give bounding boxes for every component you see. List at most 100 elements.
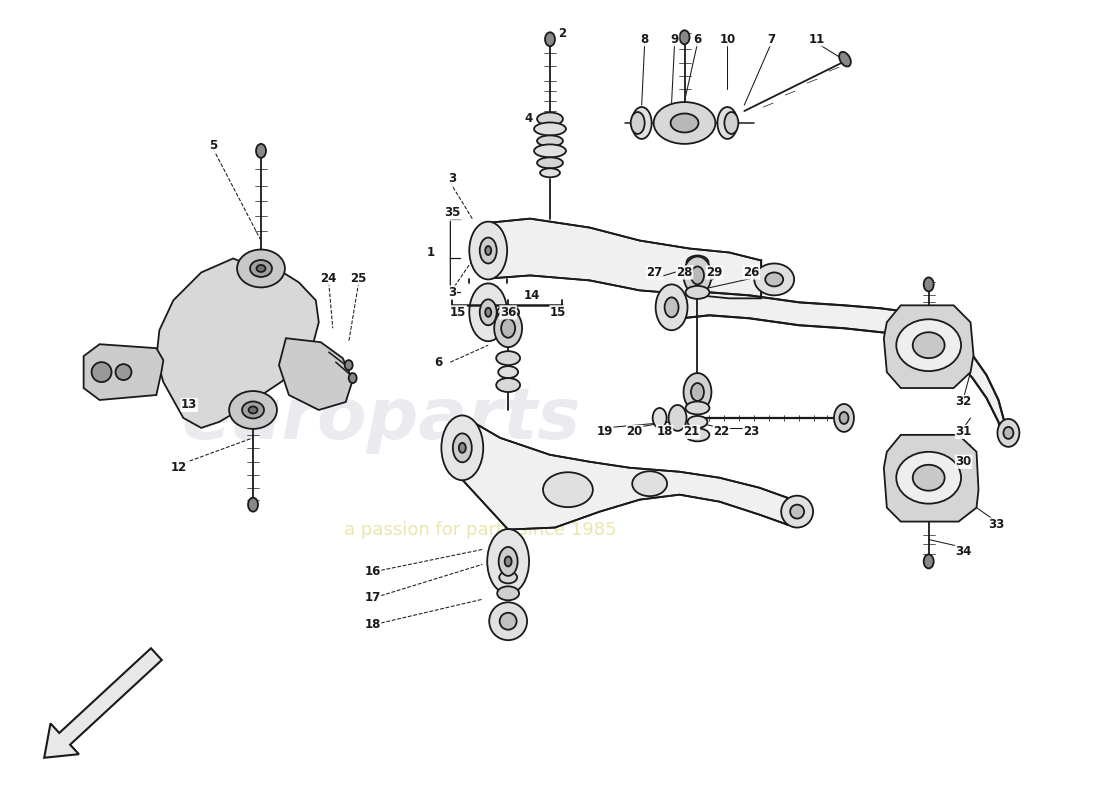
Ellipse shape bbox=[781, 496, 813, 527]
Ellipse shape bbox=[249, 498, 258, 512]
Text: 22: 22 bbox=[713, 426, 729, 438]
Text: 34: 34 bbox=[956, 545, 971, 558]
Text: 21: 21 bbox=[683, 426, 700, 438]
Text: 24: 24 bbox=[320, 272, 337, 285]
Circle shape bbox=[91, 362, 111, 382]
Ellipse shape bbox=[924, 278, 934, 291]
Ellipse shape bbox=[790, 505, 804, 518]
Text: 23: 23 bbox=[744, 426, 759, 438]
Text: 17: 17 bbox=[364, 591, 381, 604]
Polygon shape bbox=[462, 416, 788, 530]
Ellipse shape bbox=[459, 443, 465, 453]
Text: 4: 4 bbox=[524, 113, 532, 126]
Text: 30: 30 bbox=[956, 455, 971, 468]
Text: 19: 19 bbox=[596, 426, 613, 438]
Text: 28: 28 bbox=[676, 266, 693, 279]
Ellipse shape bbox=[535, 144, 565, 158]
Ellipse shape bbox=[497, 586, 519, 600]
Ellipse shape bbox=[498, 366, 518, 378]
Text: 18: 18 bbox=[364, 618, 381, 630]
Ellipse shape bbox=[490, 602, 527, 640]
Ellipse shape bbox=[685, 402, 710, 414]
Ellipse shape bbox=[498, 547, 518, 576]
Ellipse shape bbox=[998, 419, 1020, 447]
Ellipse shape bbox=[502, 318, 515, 338]
Text: 3: 3 bbox=[449, 286, 456, 299]
Ellipse shape bbox=[653, 102, 715, 144]
Text: 9: 9 bbox=[670, 33, 679, 46]
Polygon shape bbox=[156, 258, 319, 428]
Ellipse shape bbox=[499, 558, 517, 569]
Ellipse shape bbox=[913, 332, 945, 358]
Text: 20: 20 bbox=[627, 426, 642, 438]
Text: 16: 16 bbox=[364, 565, 381, 578]
Ellipse shape bbox=[924, 554, 934, 569]
Ellipse shape bbox=[537, 158, 563, 168]
Ellipse shape bbox=[683, 373, 712, 411]
Polygon shape bbox=[279, 338, 353, 410]
Ellipse shape bbox=[691, 383, 704, 401]
Ellipse shape bbox=[229, 391, 277, 429]
Ellipse shape bbox=[839, 412, 848, 424]
Text: 10: 10 bbox=[719, 33, 736, 46]
Text: 36: 36 bbox=[500, 306, 516, 319]
Text: 12: 12 bbox=[172, 462, 187, 474]
Ellipse shape bbox=[683, 257, 712, 294]
Ellipse shape bbox=[686, 255, 708, 270]
Text: 27: 27 bbox=[647, 266, 663, 279]
Ellipse shape bbox=[664, 298, 679, 318]
Text: 33: 33 bbox=[988, 518, 1004, 531]
Ellipse shape bbox=[480, 238, 497, 263]
Ellipse shape bbox=[632, 471, 667, 496]
Text: 6: 6 bbox=[693, 33, 702, 46]
Ellipse shape bbox=[671, 114, 698, 133]
Ellipse shape bbox=[485, 308, 492, 317]
Ellipse shape bbox=[669, 405, 686, 431]
Text: 25: 25 bbox=[351, 272, 367, 285]
Ellipse shape bbox=[725, 112, 738, 134]
Ellipse shape bbox=[441, 415, 483, 480]
Polygon shape bbox=[682, 292, 1004, 444]
Ellipse shape bbox=[256, 265, 265, 272]
Text: 1: 1 bbox=[427, 246, 434, 259]
Ellipse shape bbox=[630, 112, 645, 134]
Ellipse shape bbox=[896, 319, 961, 371]
Text: 11: 11 bbox=[808, 33, 825, 46]
Ellipse shape bbox=[631, 107, 651, 139]
Text: 29: 29 bbox=[706, 266, 723, 279]
Text: 7: 7 bbox=[767, 33, 775, 46]
Ellipse shape bbox=[505, 557, 512, 566]
Ellipse shape bbox=[680, 30, 690, 44]
Ellipse shape bbox=[896, 452, 961, 504]
Text: 5: 5 bbox=[209, 139, 218, 152]
Text: 6: 6 bbox=[434, 356, 442, 369]
Text: 32: 32 bbox=[956, 395, 971, 409]
Ellipse shape bbox=[487, 529, 529, 594]
Ellipse shape bbox=[688, 416, 707, 428]
Text: 2: 2 bbox=[558, 26, 566, 40]
Ellipse shape bbox=[485, 246, 492, 255]
Ellipse shape bbox=[537, 135, 563, 146]
Ellipse shape bbox=[543, 472, 593, 507]
Ellipse shape bbox=[717, 107, 737, 139]
Ellipse shape bbox=[652, 408, 667, 428]
Polygon shape bbox=[883, 435, 979, 522]
Ellipse shape bbox=[470, 222, 507, 279]
Ellipse shape bbox=[755, 263, 794, 295]
Ellipse shape bbox=[480, 299, 497, 326]
Ellipse shape bbox=[250, 260, 272, 277]
Ellipse shape bbox=[344, 360, 353, 370]
Ellipse shape bbox=[453, 434, 472, 462]
Ellipse shape bbox=[834, 404, 854, 432]
Ellipse shape bbox=[685, 286, 710, 299]
Text: europarts: europarts bbox=[182, 386, 580, 454]
Text: 26: 26 bbox=[744, 266, 759, 279]
Ellipse shape bbox=[496, 378, 520, 392]
Ellipse shape bbox=[349, 373, 356, 383]
Text: a passion for parts since 1985: a passion for parts since 1985 bbox=[344, 521, 617, 538]
Ellipse shape bbox=[544, 32, 556, 46]
Polygon shape bbox=[883, 306, 974, 388]
FancyArrow shape bbox=[44, 648, 162, 758]
Circle shape bbox=[116, 364, 132, 380]
Polygon shape bbox=[491, 218, 761, 298]
